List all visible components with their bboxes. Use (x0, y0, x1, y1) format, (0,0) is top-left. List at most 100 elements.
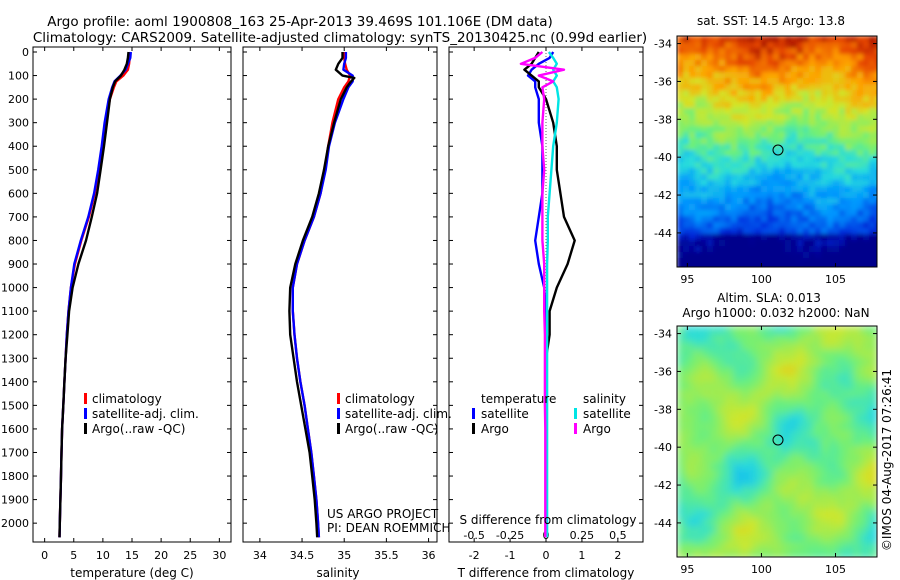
sst-cell (689, 132, 696, 139)
sst-cell (767, 210, 774, 217)
sst-cell (857, 204, 864, 211)
sst-cell (779, 54, 786, 61)
sst-cell (767, 204, 774, 211)
sst-cell (851, 198, 858, 205)
sla-cell (685, 446, 694, 455)
sst-cell (785, 60, 792, 67)
sst-cell (689, 48, 696, 55)
sst-cell (845, 126, 852, 133)
sst-cell (719, 132, 726, 139)
sla-cell (789, 326, 798, 335)
sla-cell (805, 510, 814, 519)
sla-cell (741, 326, 750, 335)
sst-cell (839, 228, 846, 235)
x-tick-label: -1 (505, 549, 516, 562)
sst-cell (683, 54, 690, 61)
temperature-series (58, 51, 132, 538)
y-tick-label: 1400 (1, 376, 29, 389)
sla-cell (813, 526, 822, 535)
sst-cell (845, 54, 852, 61)
sla-cell (829, 438, 838, 447)
sst-cell (707, 156, 714, 163)
figure-title-line2: Climatology: CARS2009. Satellite-adjuste… (33, 30, 647, 46)
sla-cell (765, 478, 774, 487)
sst-cell (815, 144, 822, 151)
sla-cell (733, 430, 742, 439)
sla-cell (701, 398, 710, 407)
sst-cell (791, 174, 798, 181)
sst-cell (707, 144, 714, 151)
sla-cell (861, 518, 870, 527)
sst-cell (815, 78, 822, 85)
y-tick-label: 1700 (1, 446, 29, 459)
sst-cell (791, 36, 798, 43)
sst-cell (791, 126, 798, 133)
sst-cell (815, 246, 822, 253)
sst-cell (845, 192, 852, 199)
sst-cell (749, 228, 756, 235)
sst-cell (731, 120, 738, 127)
sst-cell (809, 246, 816, 253)
sst-cell (863, 66, 870, 73)
sla-cell (677, 486, 686, 495)
sla-cell (813, 534, 822, 543)
sst-cell (725, 96, 732, 103)
sst-cell (803, 252, 810, 259)
sla-cell (861, 430, 870, 439)
sla-cell (821, 326, 830, 335)
sst-cell (815, 150, 822, 157)
sst-cell (833, 264, 840, 267)
sst-cell (743, 54, 750, 61)
sst-cell (803, 126, 810, 133)
difference-legend: temperature salinity satellite Argo sate… (472, 392, 631, 436)
sst-cell (839, 264, 846, 267)
sla-cell (693, 422, 702, 431)
sst-cell (773, 156, 780, 163)
sla-cell (701, 414, 710, 423)
map-x-tick-label: 105 (825, 273, 846, 286)
sla-cell (845, 406, 854, 415)
sst-cell (863, 246, 870, 253)
sst-cell (803, 180, 810, 187)
sst-cell (737, 174, 744, 181)
sla-cell (821, 422, 830, 431)
sst-cell (695, 60, 702, 67)
sla-cell (861, 390, 870, 399)
sla-cell (693, 414, 702, 423)
sla-cell (789, 526, 798, 535)
sla-cell (725, 446, 734, 455)
sla-cell (765, 454, 774, 463)
top-x-tick-label: 0.5 (609, 529, 627, 542)
sst-cell (761, 78, 768, 85)
sst-cell (839, 198, 846, 205)
sla-cell (773, 494, 782, 503)
sst-cell (791, 180, 798, 187)
sla-cell (677, 374, 686, 383)
sla-cell (741, 390, 750, 399)
sst-cell (743, 144, 750, 151)
sst-cell (839, 132, 846, 139)
sst-cell (701, 120, 708, 127)
x-tick-label: -2 (469, 549, 480, 562)
sla-cell (749, 462, 758, 471)
sla-cell (821, 358, 830, 367)
map-y-tick-label: -40 (654, 441, 672, 454)
sla-cell (773, 502, 782, 511)
sst-cell (695, 54, 702, 61)
sst-cell (857, 120, 864, 127)
sla-cell (685, 526, 694, 535)
sst-cell (839, 120, 846, 127)
sst-cell (845, 78, 852, 85)
sla-cell (853, 342, 862, 351)
sst-cell (791, 162, 798, 169)
sst-cell (719, 162, 726, 169)
sst-cell (791, 114, 798, 121)
sst-cell (809, 228, 816, 235)
sla-cell (717, 350, 726, 359)
sst-cell (701, 96, 708, 103)
sst-cell (785, 168, 792, 175)
sla-cell (717, 542, 726, 551)
sst-cell (875, 150, 877, 157)
sst-cell (797, 36, 804, 43)
sla-cell (797, 542, 806, 551)
